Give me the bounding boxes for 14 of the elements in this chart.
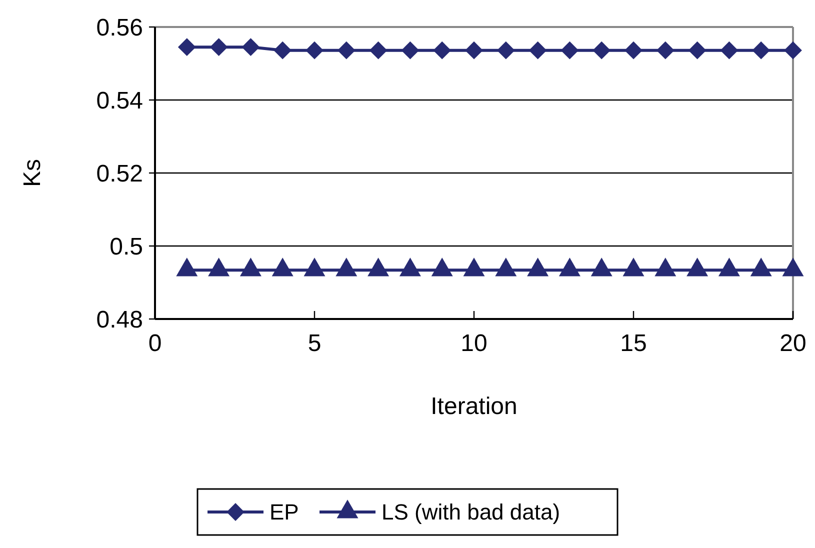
- x-tick-label: 10: [460, 330, 488, 357]
- y-tick-label: 0.48: [96, 306, 143, 334]
- y-tick-label: 0.56: [96, 14, 143, 42]
- x-tick-label: 5: [308, 330, 322, 357]
- x-tick-label: 0: [148, 330, 162, 357]
- y-tick-label: 0.54: [96, 87, 143, 114]
- legend-label: EP: [270, 500, 299, 525]
- y-axis-title: Ks: [19, 158, 46, 188]
- x-tick-label: 20: [780, 330, 806, 357]
- x-axis-title: Iteration: [430, 393, 518, 420]
- y-tick-label: 0.5: [110, 233, 143, 260]
- y-tick-label: 0.52: [96, 160, 143, 188]
- x-tick-label: 15: [620, 330, 647, 357]
- legend-label: LS (with bad data): [382, 500, 560, 525]
